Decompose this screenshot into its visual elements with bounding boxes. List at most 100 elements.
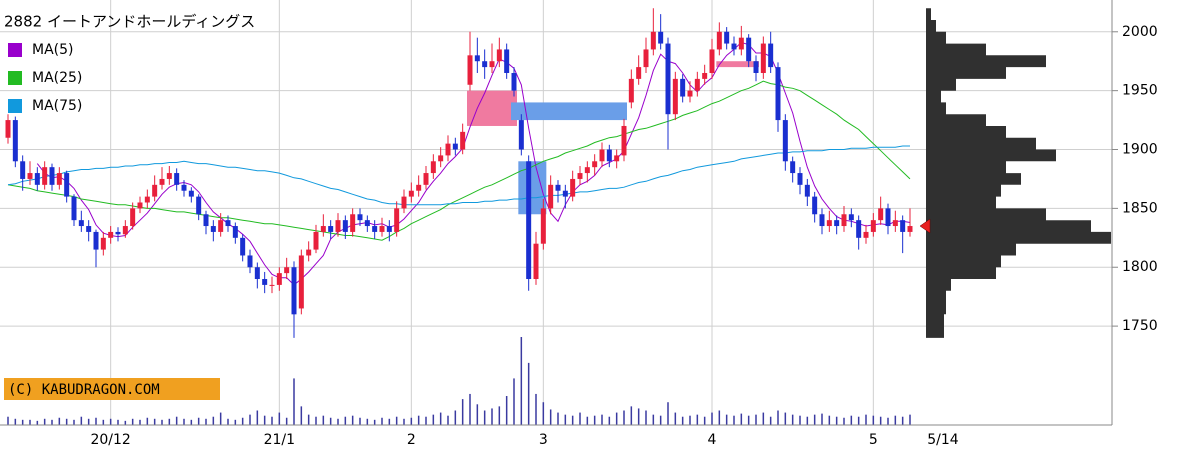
candle-body [335, 220, 341, 232]
volume-bar [234, 419, 237, 425]
volume-bar [564, 414, 567, 425]
volume-bar [542, 402, 545, 425]
candle-body [232, 226, 238, 238]
volume-bar [791, 414, 794, 425]
volume-bar [146, 417, 149, 425]
candle-body [218, 220, 224, 232]
candle-body [804, 184, 810, 197]
volume-bar [315, 416, 317, 425]
candle-body [108, 231, 114, 238]
candle-body [27, 173, 33, 179]
volume-bar [175, 416, 178, 425]
legend-swatch [8, 43, 22, 57]
candle-body [753, 61, 759, 73]
candle-body [438, 155, 444, 162]
volume-bar [329, 417, 332, 425]
candle-body [416, 184, 422, 191]
candle-body [870, 220, 876, 232]
ma-line [7, 80, 911, 241]
candle-body [848, 214, 854, 221]
volume-bar [696, 414, 699, 425]
volume-bar [901, 416, 904, 425]
y-tick-label: 1950 [1122, 83, 1158, 99]
volume-bar [36, 420, 39, 425]
candle-body [841, 214, 847, 227]
candle-body [819, 214, 825, 227]
candle-body [423, 173, 429, 185]
candle-body [636, 67, 642, 79]
volume-bar [373, 419, 376, 425]
volume-bar [461, 399, 464, 425]
volume-bar [29, 419, 31, 425]
candle-body [768, 43, 774, 68]
candle-body [834, 220, 840, 227]
volume-bar [190, 419, 193, 425]
candle-body [430, 161, 436, 174]
volume-bar [491, 408, 493, 425]
candle-body [511, 72, 517, 91]
candle-body [592, 161, 598, 168]
volume-bar [865, 414, 867, 425]
volume-bar [212, 416, 215, 425]
candle-body [328, 226, 334, 232]
candle-body [907, 226, 913, 232]
candle-body [614, 155, 620, 162]
volume-bar [571, 415, 574, 425]
volume-bar [483, 410, 486, 425]
watermark: (C) KABUDRAGON.COM [8, 382, 160, 398]
volume-bar [645, 410, 647, 425]
volume-bar [205, 418, 207, 425]
candle-body [247, 255, 253, 268]
window [716, 61, 759, 68]
candle-body [628, 78, 634, 103]
candle-body [489, 61, 495, 68]
candle-body [269, 284, 275, 286]
candle-body [526, 161, 532, 280]
candle-body [504, 49, 510, 73]
candle-body [49, 167, 55, 185]
candle-body [152, 184, 158, 197]
candle-body [716, 31, 722, 50]
volume-bar [65, 418, 68, 425]
volume-bar [366, 418, 369, 425]
volume-bar [879, 416, 882, 425]
candle-body [518, 120, 524, 150]
volume-bar [535, 393, 537, 425]
candle-body [350, 214, 356, 232]
volume-bar [43, 418, 46, 425]
volume-bar [828, 415, 831, 425]
candle-body [262, 279, 268, 285]
volume-bar [109, 418, 112, 425]
candle-body [900, 220, 906, 232]
volume-bar [769, 416, 772, 425]
candle-body [34, 173, 40, 185]
candle-body [878, 208, 884, 221]
candle-body [225, 220, 231, 227]
window [511, 102, 627, 121]
candle-body [599, 149, 605, 162]
volume-bar [725, 414, 728, 425]
candle-body [401, 196, 407, 209]
volume-bar [219, 412, 222, 425]
candle-body [790, 161, 796, 174]
volume-bar [601, 414, 603, 425]
volume-bar [117, 419, 119, 425]
candle-body [372, 226, 378, 232]
chart-title: 2882 イートアンドホールディングス [4, 13, 255, 31]
volume-bar [469, 393, 471, 425]
candle-body [658, 31, 664, 44]
y-tick-label: 1800 [1122, 259, 1158, 275]
volume-bar [351, 415, 354, 425]
volume-bar [652, 414, 655, 425]
candle-body [364, 220, 370, 227]
volume-bar [806, 416, 809, 425]
volume-bar [21, 419, 24, 425]
y-tick-label: 1900 [1122, 142, 1158, 158]
candle-body [555, 184, 561, 191]
window [518, 161, 547, 215]
y-tick-label: 2000 [1122, 24, 1158, 40]
volume-bar [403, 418, 405, 425]
candle-body [577, 173, 583, 179]
volume-bar [300, 406, 303, 425]
window [467, 90, 517, 126]
